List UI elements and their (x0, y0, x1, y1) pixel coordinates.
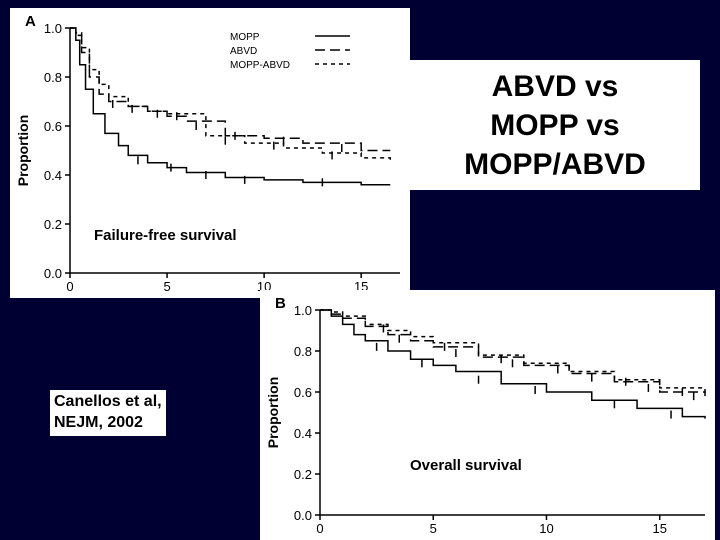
svg-text:0.0: 0.0 (294, 508, 312, 523)
svg-text:Proportion: Proportion (15, 115, 31, 187)
svg-text:Proportion: Proportion (265, 377, 281, 449)
svg-text:10: 10 (539, 521, 553, 536)
svg-text:5: 5 (163, 279, 170, 294)
svg-text:5: 5 (430, 521, 437, 536)
svg-text:ABVD: ABVD (230, 46, 257, 57)
svg-text:0.2: 0.2 (44, 217, 62, 232)
chart-a-annotation-text: Failure-free survival (94, 227, 237, 244)
title-line: MOPP vs (410, 106, 700, 145)
svg-text:1.0: 1.0 (294, 303, 312, 318)
svg-text:0.6: 0.6 (44, 119, 62, 134)
svg-text:0: 0 (316, 521, 323, 536)
svg-text:1.0: 1.0 (44, 21, 62, 36)
svg-text:0.4: 0.4 (44, 168, 62, 183)
chart-b-annotation-text: Overall survival (410, 457, 522, 474)
svg-text:B: B (275, 295, 286, 312)
chart-b-svg: 0.0 0.2 0.4 0.6 0.8 1.0 0 5 10 15 B Proportion (260, 290, 715, 540)
citation-line: NEJM, 2002 (54, 413, 162, 434)
svg-text:0.6: 0.6 (294, 385, 312, 400)
svg-text:A: A (25, 13, 36, 30)
chart-a-container: 0.00.20.40.60.81.0051015AProportionMOPPA… (10, 8, 410, 298)
citation-line: Canellos et al, (54, 392, 162, 413)
svg-text:MOPP-ABVD: MOPP-ABVD (230, 60, 290, 71)
svg-text:MOPP: MOPP (230, 32, 260, 43)
chart-a-svg: 0.00.20.40.60.81.0051015AProportionMOPPA… (10, 8, 410, 298)
slide-title: ABVD vs MOPP vs MOPP/ABVD (410, 60, 700, 190)
svg-text:0: 0 (66, 279, 73, 294)
svg-text:15: 15 (652, 521, 666, 536)
title-line: ABVD vs (410, 67, 700, 106)
title-line: MOPP/ABVD (410, 145, 700, 184)
svg-text:0.8: 0.8 (294, 344, 312, 359)
svg-text:0.8: 0.8 (44, 70, 62, 85)
citation: Canellos et al, NEJM, 2002 (50, 390, 166, 436)
svg-text:0.0: 0.0 (44, 266, 62, 281)
chart-a-annotation: Failure-free survival (90, 225, 241, 246)
chart-b-container: 0.0 0.2 0.4 0.6 0.8 1.0 0 5 10 15 B Proportion (260, 290, 715, 540)
chart-b-annotation: Overall survival (406, 455, 526, 476)
svg-text:0.4: 0.4 (294, 426, 312, 441)
svg-text:0.2: 0.2 (294, 467, 312, 482)
